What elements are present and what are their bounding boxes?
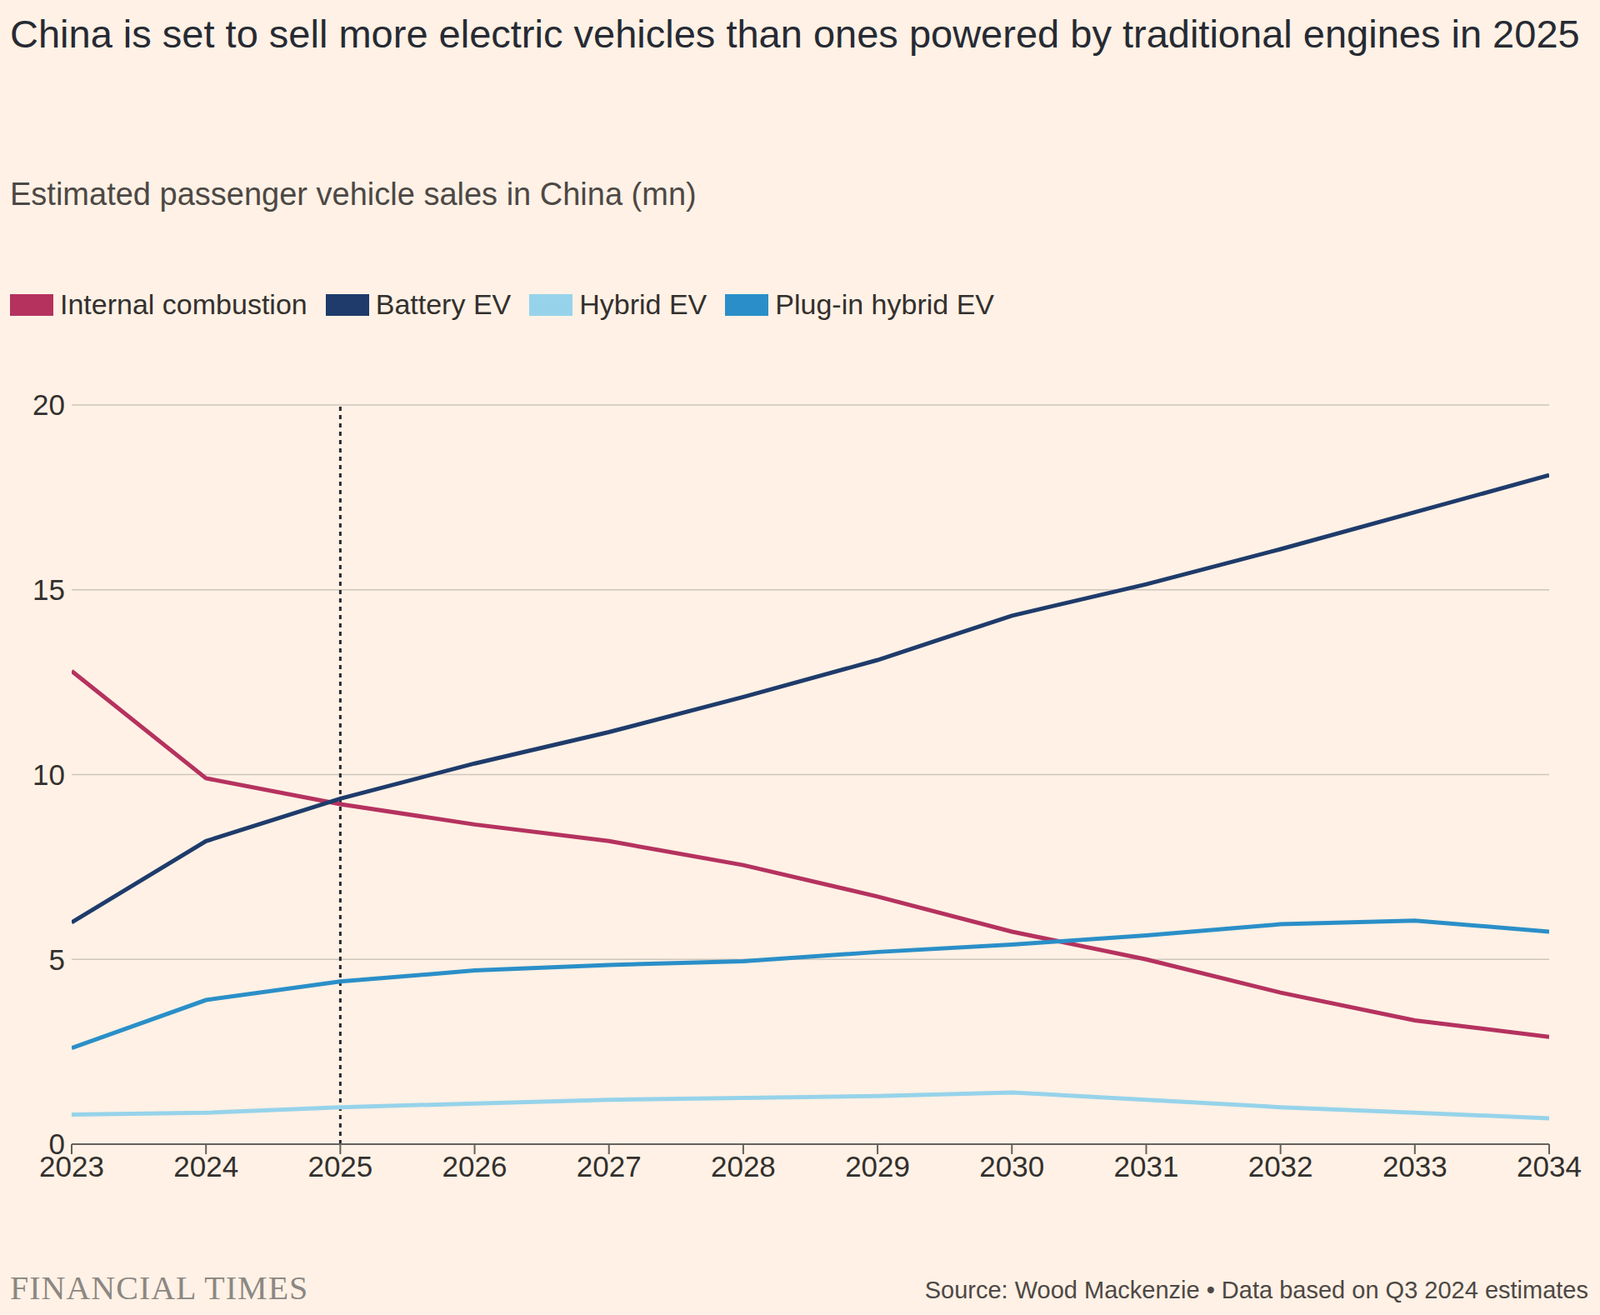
- svg-text:15: 15: [32, 573, 65, 606]
- html-text:Estimated passenger vehicle sa: Estimated passenger vehicle sales in Chi…: [10, 176, 697, 212]
- html-text:Source: Wood Mackenzie • Data: Source: Wood Mackenzie • Data based on Q…: [924, 1276, 1589, 1304]
- svg-text:2023: 2023: [39, 1149, 105, 1183]
- svg-text:2028: 2028: [710, 1150, 776, 1183]
- svg-text:2033: 2033: [1382, 1150, 1448, 1183]
- svg-text:0: 0: [49, 1127, 65, 1160]
- svg-text:2034: 2034: [1516, 1150, 1582, 1183]
- svg-text:2029: 2029: [845, 1150, 910, 1183]
- svg-text:2027: 2027: [576, 1150, 642, 1183]
- html-text:Battery EV: Battery EV: [375, 288, 512, 320]
- svg-text:5: 5: [49, 943, 65, 976]
- html-text:China is set to sell more elec: China is set to sell more electric vehic…: [10, 11, 1580, 56]
- html-text:Internal combustion: Internal combustion: [60, 288, 308, 320]
- svg-text:2032: 2032: [1248, 1150, 1314, 1183]
- html-text:Hybrid EV: Hybrid EV: [579, 288, 707, 320]
- svg-text:20: 20: [32, 388, 65, 421]
- html-text:Plug-in hybrid EV: Plug-in hybrid EV: [775, 288, 995, 320]
- html-text:FINANCIAL TIMES: FINANCIAL TIMES: [10, 1269, 309, 1307]
- svg-text:2030: 2030: [979, 1150, 1045, 1183]
- svg-text:2026: 2026: [442, 1150, 508, 1183]
- svg-text:2025: 2025: [307, 1150, 373, 1183]
- svg-text:2024: 2024: [173, 1150, 239, 1183]
- svg-text:10: 10: [32, 758, 65, 791]
- svg-text:2031: 2031: [1114, 1150, 1180, 1183]
